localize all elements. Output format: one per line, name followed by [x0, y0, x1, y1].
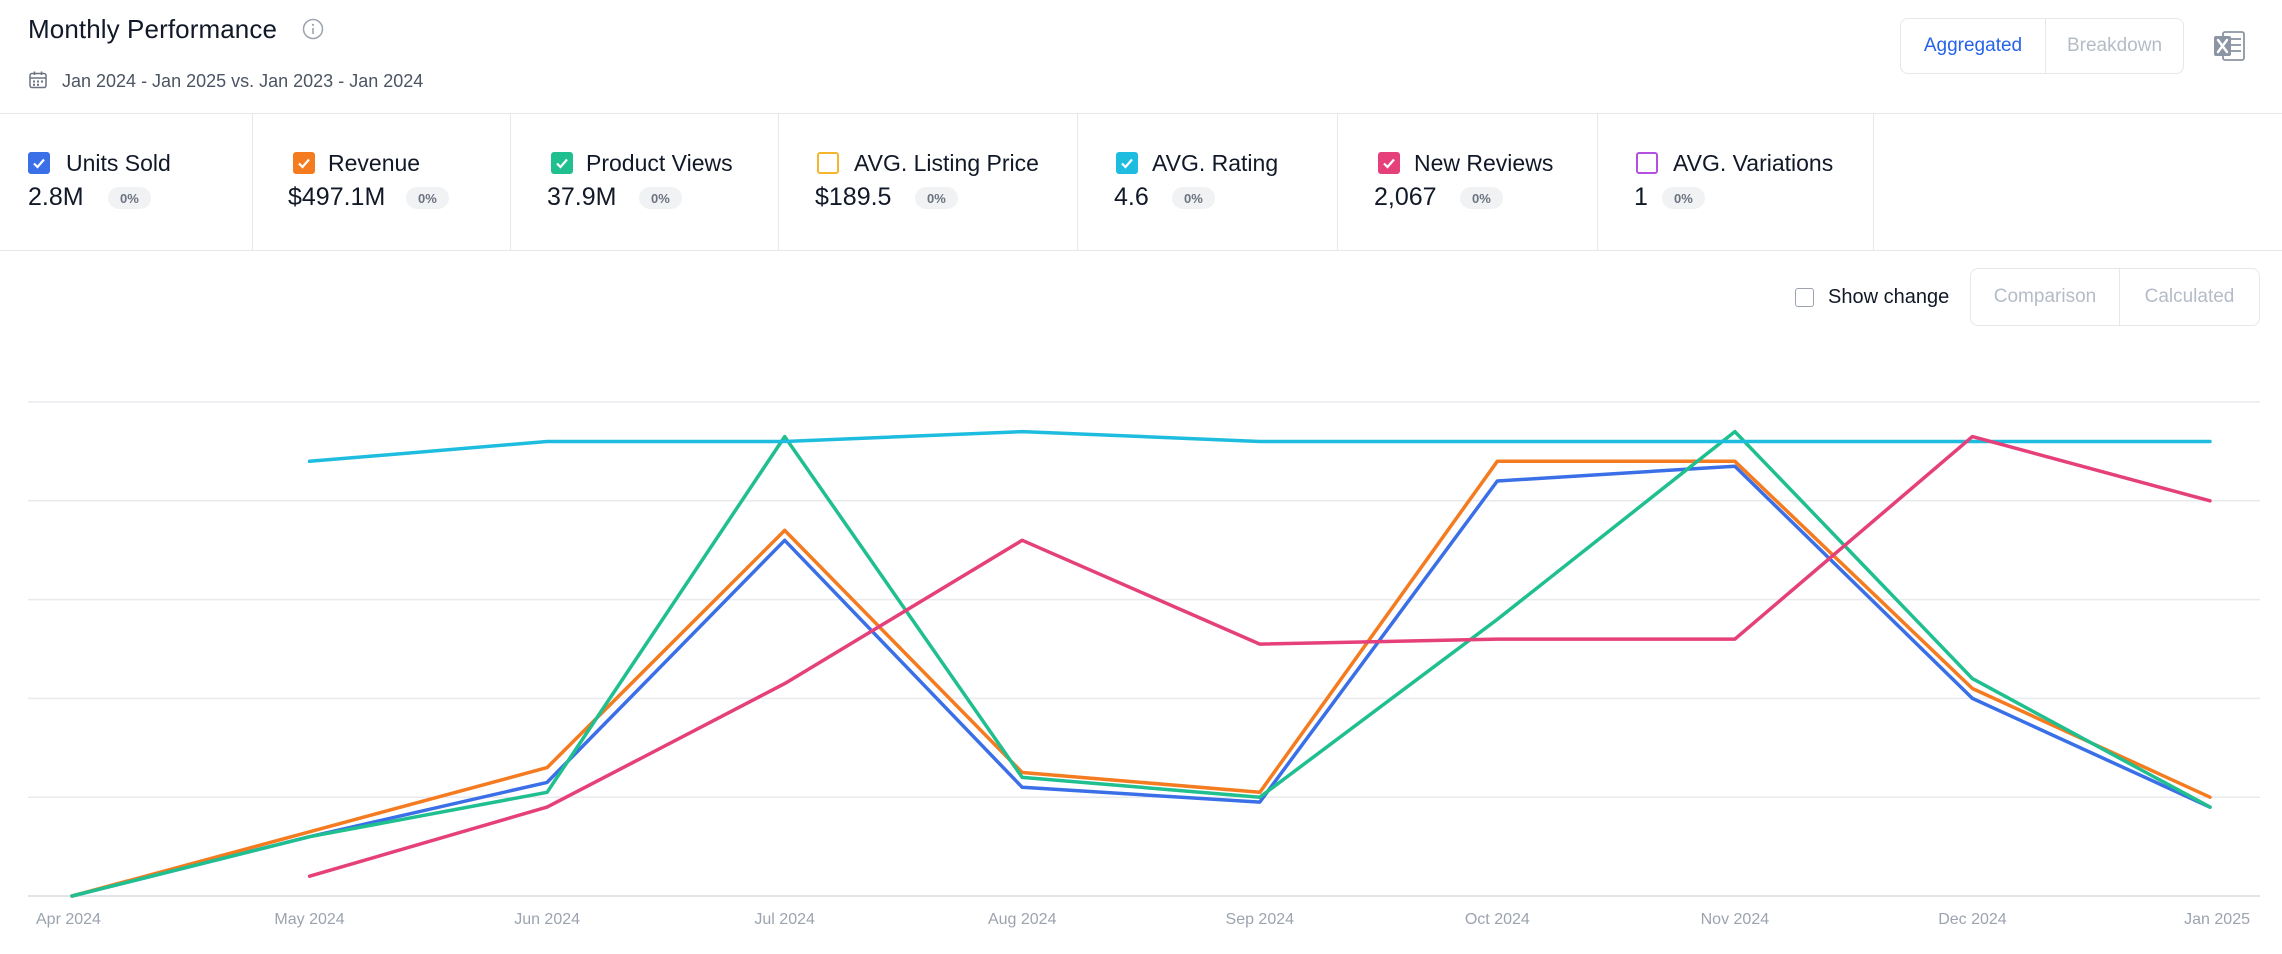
- x-tick-label: Nov 2024: [1701, 911, 1770, 928]
- x-tick-label: Jun 2024: [514, 911, 580, 928]
- change-badge: 0%: [1172, 187, 1215, 209]
- checkbox-unchecked-icon[interactable]: [1636, 152, 1658, 174]
- x-tick-label: Dec 2024: [1938, 911, 2007, 928]
- series-line-avg-rating[interactable]: [307, 429, 2212, 464]
- change-badge: 0%: [1662, 187, 1705, 209]
- change-badge: 0%: [108, 187, 151, 209]
- show-change-label: Show change: [1828, 286, 1950, 308]
- chart-controls: Show change Comparison Calculated: [0, 266, 2282, 328]
- change-badge: 0%: [406, 187, 449, 209]
- breakdown-tab[interactable]: Breakdown: [2066, 35, 2163, 56]
- info-icon[interactable]: [302, 18, 324, 40]
- checkbox-checked-icon[interactable]: [1378, 152, 1400, 174]
- series-line-product-views[interactable]: [70, 429, 2212, 898]
- line-chart: Apr 2024 May 2024 Jun 2024 Jul 2024 Aug 2024…: [0, 360, 2282, 954]
- metric-label: New Reviews: [1414, 150, 1554, 176]
- metric-value: 1: [1634, 183, 1648, 211]
- series-line-revenue[interactable]: [70, 459, 2212, 898]
- metric-label: Product Views: [586, 150, 733, 176]
- series-line-units-sold[interactable]: [70, 464, 2212, 898]
- metric-value: 37.9M: [547, 183, 617, 211]
- date-range[interactable]: Jan 2024 - Jan 2025 vs. Jan 2023 - Jan 2…: [62, 71, 424, 91]
- metric-value: 2,067: [1374, 183, 1437, 211]
- checkbox-checked-icon[interactable]: [1116, 152, 1138, 174]
- x-tick-label: Jul 2024: [754, 911, 815, 928]
- metric-label: AVG. Listing Price: [854, 150, 1039, 176]
- metric-avg-variations[interactable]: AVG. Variations 1 0%: [1598, 114, 1874, 250]
- metric-label: AVG. Variations: [1673, 150, 1834, 176]
- metric-revenue[interactable]: Revenue $497.1M 0%: [253, 114, 511, 250]
- checkbox-unchecked-icon[interactable]: [817, 152, 839, 174]
- metric-avg-listing-price[interactable]: AVG. Listing Price $189.5 0%: [779, 114, 1078, 250]
- aggregated-tab[interactable]: Aggregated: [1901, 19, 2046, 73]
- page-title: Monthly Performance: [28, 14, 278, 44]
- x-tick-label: May 2024: [274, 911, 344, 928]
- metric-label: Units Sold: [66, 150, 171, 176]
- x-tick-label: Jan 2025: [2184, 911, 2250, 928]
- checkbox-checked-icon[interactable]: [28, 152, 50, 174]
- x-tick-label: Sep 2024: [1226, 911, 1295, 928]
- metric-units-sold[interactable]: Units Sold 2.8M 0%: [28, 114, 253, 250]
- show-change-toggle[interactable]: Show change: [1795, 286, 1949, 309]
- mode-toggle: Comparison Calculated: [1970, 268, 2260, 326]
- metric-value: $189.5: [815, 183, 892, 211]
- metric-label: Revenue: [328, 150, 421, 176]
- series-line-new-reviews[interactable]: [307, 434, 2212, 878]
- metric-product-views[interactable]: Product Views 37.9M 0%: [511, 114, 779, 250]
- metric-value: 4.6: [1114, 183, 1149, 211]
- metric-value: $497.1M: [288, 183, 386, 211]
- excel-icon[interactable]: [2212, 28, 2246, 64]
- view-toggle: Aggregated Breakdown: [1900, 18, 2184, 74]
- metric-new-reviews[interactable]: New Reviews 2,067 0%: [1338, 114, 1598, 250]
- checkbox-checked-icon[interactable]: [551, 152, 573, 174]
- header: Monthly Performance Jan 2024 - Jan 2025 …: [0, 0, 2282, 114]
- checkbox-checked-icon[interactable]: [293, 152, 315, 174]
- metric-value: 2.8M: [28, 183, 84, 211]
- change-badge: 0%: [1460, 187, 1503, 209]
- x-tick-label: Aug 2024: [988, 911, 1057, 928]
- chart-svg: Apr 2024 May 2024 Jun 2024 Jul 2024 Aug 2024…: [28, 401, 2260, 928]
- change-badge: 0%: [639, 187, 682, 209]
- calendar-icon: [29, 71, 47, 89]
- metric-avg-rating[interactable]: AVG. Rating 4.6 0%: [1078, 114, 1338, 250]
- checkbox-unchecked-icon[interactable]: [1795, 288, 1814, 307]
- change-badge: 0%: [915, 187, 958, 209]
- calculated-tab[interactable]: Calculated: [2144, 286, 2235, 307]
- x-tick-label: Oct 2024: [1465, 911, 1530, 928]
- comparison-tab[interactable]: Comparison: [1971, 269, 2120, 325]
- metric-label: AVG. Rating: [1152, 150, 1279, 176]
- metrics-bar: Units Sold 2.8M 0% Revenue $497.1M 0% Pr…: [0, 113, 2282, 251]
- x-tick-label: Apr 2024: [36, 911, 101, 928]
